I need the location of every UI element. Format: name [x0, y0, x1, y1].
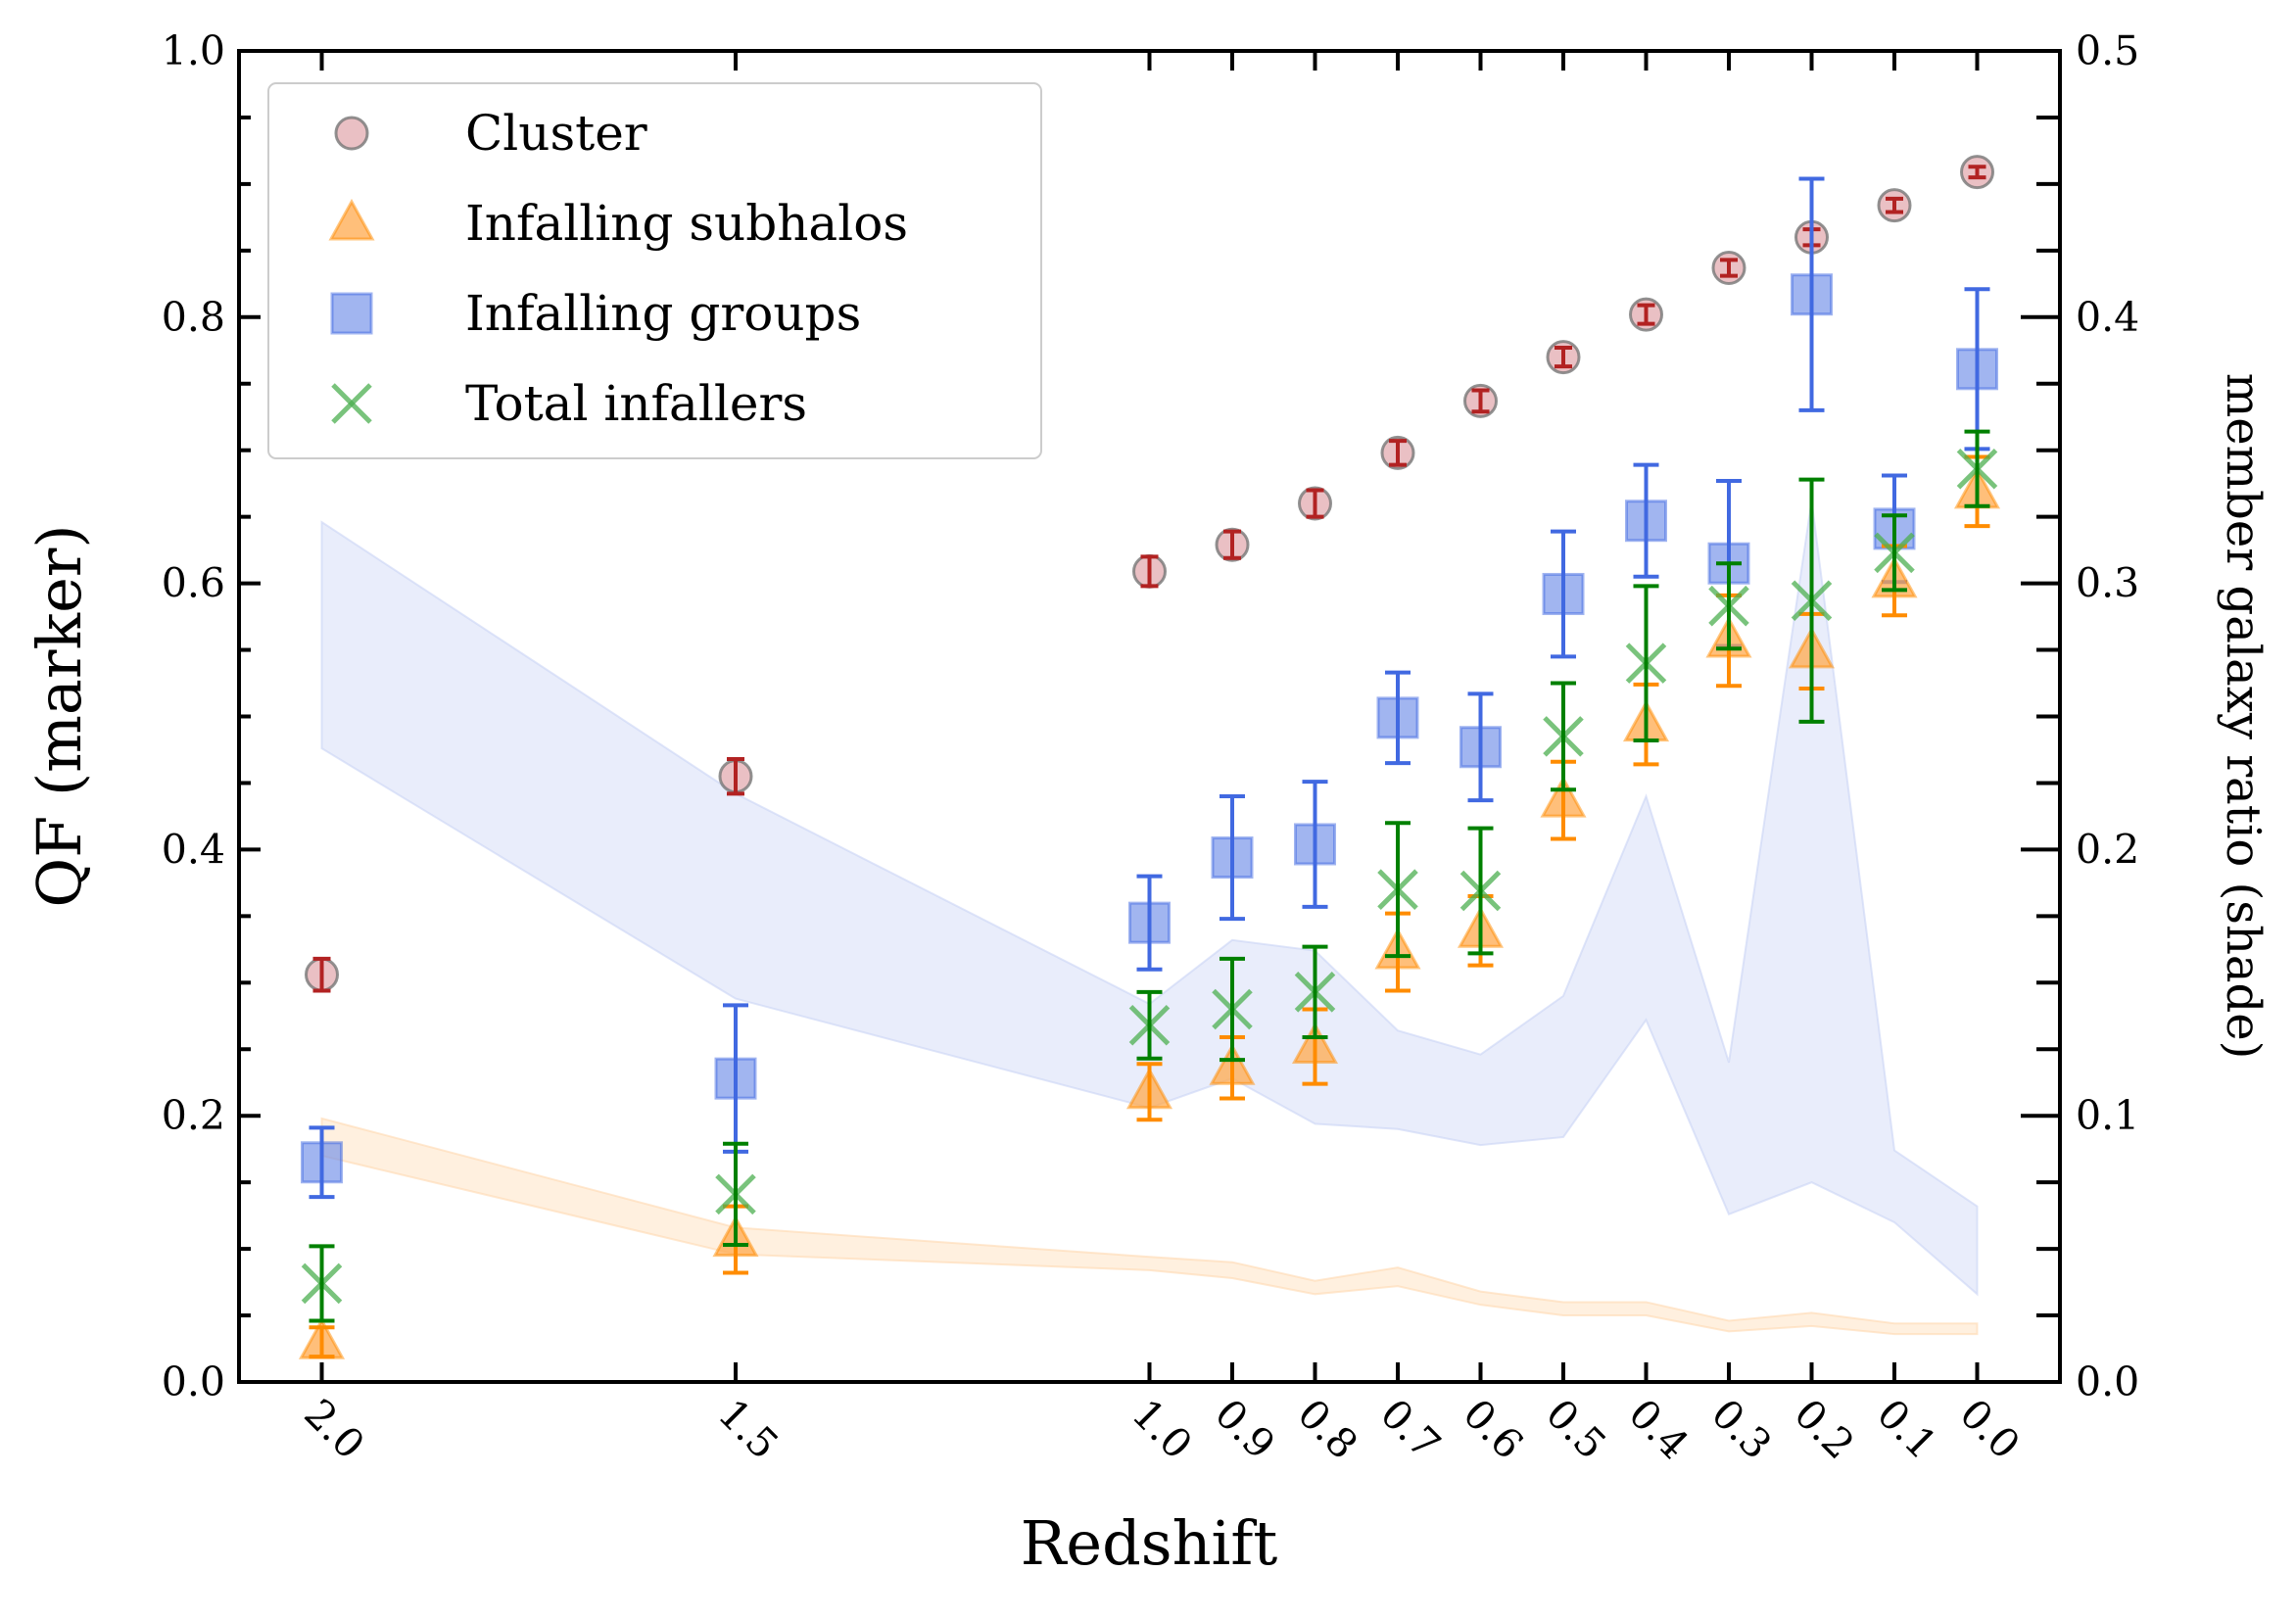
legend-marker-square-icon: [330, 292, 373, 335]
legend-box: [267, 82, 1042, 459]
shade-band-subhalos: [320, 1117, 1979, 1336]
x-tick-label: 0.9: [1206, 1390, 1284, 1468]
right-y-tick-label: 0.5: [2076, 27, 2139, 74]
error-bar: [1385, 821, 1411, 959]
error-bar: [1302, 780, 1328, 909]
y-tick-label: 0.2: [162, 1092, 225, 1139]
series-cluster: [305, 155, 1994, 993]
error-bar: [309, 1244, 335, 1323]
error-bar: [1798, 176, 1825, 412]
error-bar: [1220, 794, 1245, 922]
x-axis-label: Redshift: [1021, 1507, 1278, 1579]
error-bar: [1886, 196, 1903, 214]
legend-item-total-infallers: Total infallers: [331, 375, 807, 432]
error-bar: [1467, 691, 1494, 803]
x-tick-label: 0.1: [1868, 1390, 1946, 1468]
x-tick-label: 0.7: [1371, 1390, 1450, 1468]
x-tick-label: 0.4: [1619, 1390, 1698, 1468]
error-bar: [1140, 554, 1159, 589]
legend-marker-x-icon: [331, 383, 372, 424]
x-stroke: [331, 383, 372, 424]
legend-item-cluster: Cluster: [334, 105, 647, 162]
data-points: [298, 155, 2001, 1359]
error-bar: [309, 1325, 335, 1359]
shade-band-groups: [320, 500, 1979, 1297]
right-y-tick-label: 0.4: [2076, 294, 2139, 341]
right-y-tick-label: 0.1: [2076, 1092, 2139, 1139]
error-bar: [1467, 826, 1494, 956]
error-bar: [723, 1141, 748, 1248]
y-tick-label: 0.8: [162, 294, 225, 341]
error-bar: [1633, 462, 1659, 579]
error-bar: [727, 756, 744, 796]
error-bar: [309, 1125, 335, 1200]
error-bar: [1555, 346, 1572, 369]
x-tick-label: 2.0: [295, 1390, 373, 1468]
y-tick-label: 0.4: [162, 826, 225, 873]
x-tick-label: 0.6: [1454, 1390, 1532, 1468]
error-bar: [1223, 529, 1241, 560]
right-y-tick-label: 0.3: [2076, 560, 2139, 607]
error-bar: [1716, 561, 1742, 651]
legend-label: Total infallers: [465, 375, 807, 432]
error-bar: [1637, 303, 1655, 326]
error-bar: [1720, 258, 1738, 278]
error-bar: [1471, 388, 1490, 414]
error-bar: [1882, 513, 1907, 593]
legend-label: Infalling groups: [465, 285, 861, 342]
legend-marker-circle-icon: [334, 116, 369, 151]
legend-item-infalling-subhalos: Infalling subhalos: [328, 195, 908, 252]
series-total-infallers: [301, 429, 1998, 1323]
error-bar: [1964, 429, 1990, 508]
x-tick-label: 1.0: [1123, 1390, 1201, 1468]
error-bar: [1798, 477, 1825, 724]
error-bar: [1633, 584, 1659, 742]
x-tick-label: 0.8: [1288, 1390, 1366, 1468]
error-bar: [312, 956, 331, 993]
y-axis-label: QF (marker): [24, 524, 95, 907]
error-bar: [1306, 488, 1324, 519]
right-y-tick-label: 0.2: [2076, 826, 2139, 873]
y-tick-label: 0.0: [162, 1358, 225, 1405]
legend-label: Cluster: [465, 105, 647, 162]
error-bar: [1385, 670, 1411, 766]
x-tick-label: 0.3: [1702, 1390, 1781, 1468]
y-tick-label: 0.6: [162, 560, 225, 607]
legend-label: Infalling subhalos: [465, 195, 908, 252]
legend: Cluster Infalling subhalos Infalling group…: [267, 82, 1042, 459]
x-tick-label: 0.2: [1785, 1390, 1863, 1468]
y-tick-label: 1.0: [162, 27, 225, 74]
x-tick-label: 0.5: [1537, 1390, 1615, 1468]
error-bar: [1551, 681, 1576, 792]
legend-item-infalling-groups: Infalling groups: [330, 285, 861, 342]
error-bar: [1136, 874, 1163, 972]
error-bar: [1389, 439, 1407, 467]
error-bar: [1968, 165, 1986, 180]
error-bar: [1551, 529, 1576, 659]
x-tick-label: 1.5: [709, 1390, 788, 1468]
shaded-bands: [320, 500, 1979, 1336]
x-tick-label: 0.0: [1950, 1390, 2029, 1468]
right-y-tick-label: 0.0: [2076, 1358, 2139, 1405]
error-bar: [1136, 1062, 1163, 1122]
right-y-axis-label: member galaxy ratio (shade): [2216, 373, 2271, 1060]
error-bar: [1302, 944, 1328, 1040]
error-bar: [1136, 989, 1163, 1061]
error-bar: [1220, 956, 1245, 1063]
legend-marker-triangle-icon: [328, 198, 375, 241]
